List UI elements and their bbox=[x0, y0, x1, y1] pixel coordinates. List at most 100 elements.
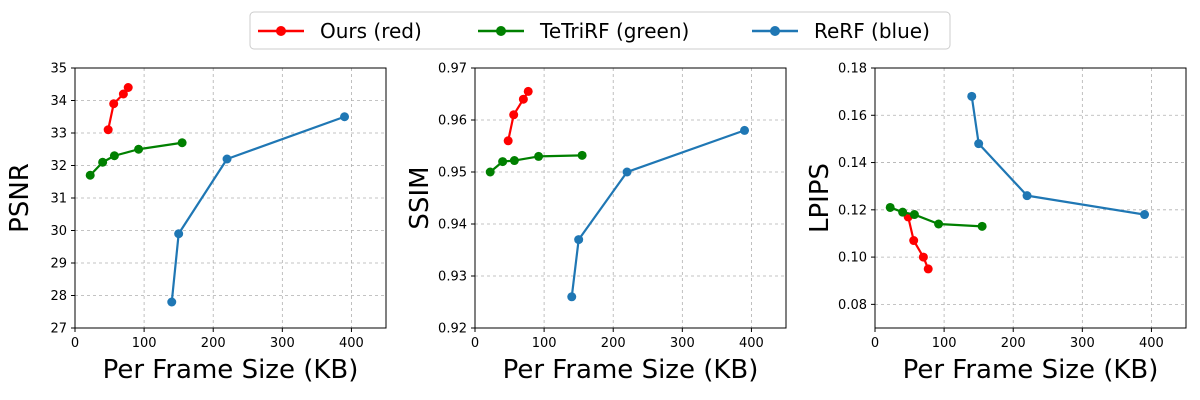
y-tick-label: 29 bbox=[50, 257, 67, 272]
data-point bbox=[1022, 191, 1032, 201]
data-point bbox=[567, 292, 577, 302]
series bbox=[967, 91, 1150, 220]
y-tick-label: 30 bbox=[50, 224, 67, 239]
x-tick-label: 0 bbox=[71, 336, 79, 351]
data-point bbox=[222, 154, 232, 164]
x-tick-label: 400 bbox=[739, 336, 764, 351]
legend-label: ReRF (blue) bbox=[814, 19, 930, 43]
data-point bbox=[174, 229, 184, 239]
x-tick-label: 300 bbox=[670, 336, 695, 351]
series-line bbox=[970, 96, 1145, 216]
y-tick-label: 0.08 bbox=[838, 298, 867, 313]
series-line bbox=[570, 129, 745, 297]
series bbox=[885, 202, 987, 231]
data-point bbox=[518, 94, 528, 104]
data-point bbox=[509, 156, 519, 166]
data-point bbox=[485, 167, 495, 177]
series-line bbox=[907, 216, 930, 270]
subplot-ssim: 0 100 200 300 400 0.92 0.93 0.94 0.95 0.96 0.97 Per… bbox=[405, 62, 787, 385]
data-point bbox=[740, 125, 750, 135]
data-point bbox=[909, 236, 919, 246]
y-axis-label: LPIPS bbox=[805, 163, 835, 233]
series bbox=[85, 138, 187, 180]
series bbox=[503, 86, 533, 146]
y-tick-label: 33 bbox=[50, 127, 67, 142]
y-tick-label: 27 bbox=[50, 322, 67, 337]
data-point bbox=[622, 167, 632, 177]
data-point bbox=[534, 151, 544, 161]
data-point bbox=[967, 91, 977, 101]
data-point bbox=[123, 83, 133, 92]
legend-entry: ReRF (blue) bbox=[752, 19, 930, 43]
x-tick-label: 200 bbox=[201, 336, 226, 351]
data-point bbox=[340, 112, 350, 122]
data-point bbox=[898, 207, 908, 217]
data-point bbox=[85, 170, 95, 180]
legend-entry: TeTriRF (green) bbox=[478, 19, 689, 43]
y-axis-label: SSIM bbox=[405, 166, 435, 229]
x-axis-label: Per Frame Size (KB) bbox=[903, 355, 1159, 385]
y-tick-label: 0.92 bbox=[438, 322, 467, 337]
legend-label: Ours (red) bbox=[320, 19, 422, 43]
series bbox=[903, 212, 933, 274]
legend-marker bbox=[276, 26, 286, 36]
data-point bbox=[498, 157, 508, 167]
data-point bbox=[523, 86, 533, 96]
legend-label: TeTriRF (green) bbox=[539, 19, 689, 43]
data-point bbox=[909, 210, 919, 220]
x-tick-label: 300 bbox=[1070, 336, 1095, 351]
subplot-psnr: 0 100 200 300 400 27 28 29 30 31 32 33 34 35 Per Frame… bbox=[5, 62, 387, 385]
data-point bbox=[509, 110, 519, 120]
x-tick-label: 100 bbox=[532, 336, 557, 351]
legend-entry: Ours (red) bbox=[258, 19, 422, 43]
data-point bbox=[574, 235, 584, 245]
data-point bbox=[167, 297, 177, 307]
data-point bbox=[977, 221, 987, 231]
legend-marker bbox=[770, 26, 780, 36]
data-point bbox=[118, 89, 128, 99]
data-point bbox=[974, 139, 984, 149]
x-tick-label: 100 bbox=[932, 336, 957, 351]
y-tick-label: 0.95 bbox=[438, 166, 467, 181]
subplot-lpips: 0 100 200 300 400 0.08 0.10 0.12 0.14 0.16 0.18 Per… bbox=[805, 62, 1187, 385]
y-tick-label: 0.97 bbox=[438, 62, 467, 77]
legend-frame bbox=[249, 11, 951, 50]
y-tick-label: 0.94 bbox=[438, 218, 467, 233]
x-tick-label: 400 bbox=[339, 336, 364, 351]
y-tick-label: 28 bbox=[50, 289, 67, 304]
y-tick-label: 34 bbox=[50, 94, 67, 109]
data-point bbox=[177, 138, 187, 148]
series-line bbox=[507, 90, 530, 142]
y-tick-label: 0.93 bbox=[438, 270, 467, 285]
legend-marker bbox=[496, 26, 506, 36]
y-tick-label: 0.12 bbox=[838, 203, 867, 218]
y-tick-label: 0.96 bbox=[438, 114, 467, 129]
series bbox=[103, 83, 133, 135]
y-tick-label: 0.14 bbox=[838, 156, 867, 171]
axes-frame bbox=[474, 67, 787, 329]
x-axis-label: Per Frame Size (KB) bbox=[503, 355, 759, 385]
data-point bbox=[1140, 210, 1150, 220]
y-tick-label: 35 bbox=[50, 62, 67, 77]
y-tick-label: 32 bbox=[50, 159, 67, 174]
y-tick-label: 0.10 bbox=[838, 251, 867, 266]
series-line bbox=[170, 115, 345, 303]
x-tick-label: 200 bbox=[601, 336, 626, 351]
data-point bbox=[98, 157, 108, 167]
axes-frame bbox=[874, 67, 1187, 329]
data-point bbox=[103, 125, 113, 135]
data-point bbox=[885, 202, 895, 212]
data-point bbox=[918, 252, 928, 262]
y-tick-label: 0.16 bbox=[838, 109, 867, 124]
x-tick-label: 200 bbox=[1001, 336, 1026, 351]
x-tick-label: 0 bbox=[871, 336, 879, 351]
data-point bbox=[109, 151, 119, 161]
y-tick-label: 31 bbox=[50, 192, 67, 207]
series bbox=[567, 125, 750, 302]
data-point bbox=[923, 264, 933, 274]
series bbox=[167, 112, 350, 307]
x-tick-label: 0 bbox=[471, 336, 479, 351]
data-point bbox=[503, 136, 513, 146]
data-point bbox=[109, 99, 119, 109]
